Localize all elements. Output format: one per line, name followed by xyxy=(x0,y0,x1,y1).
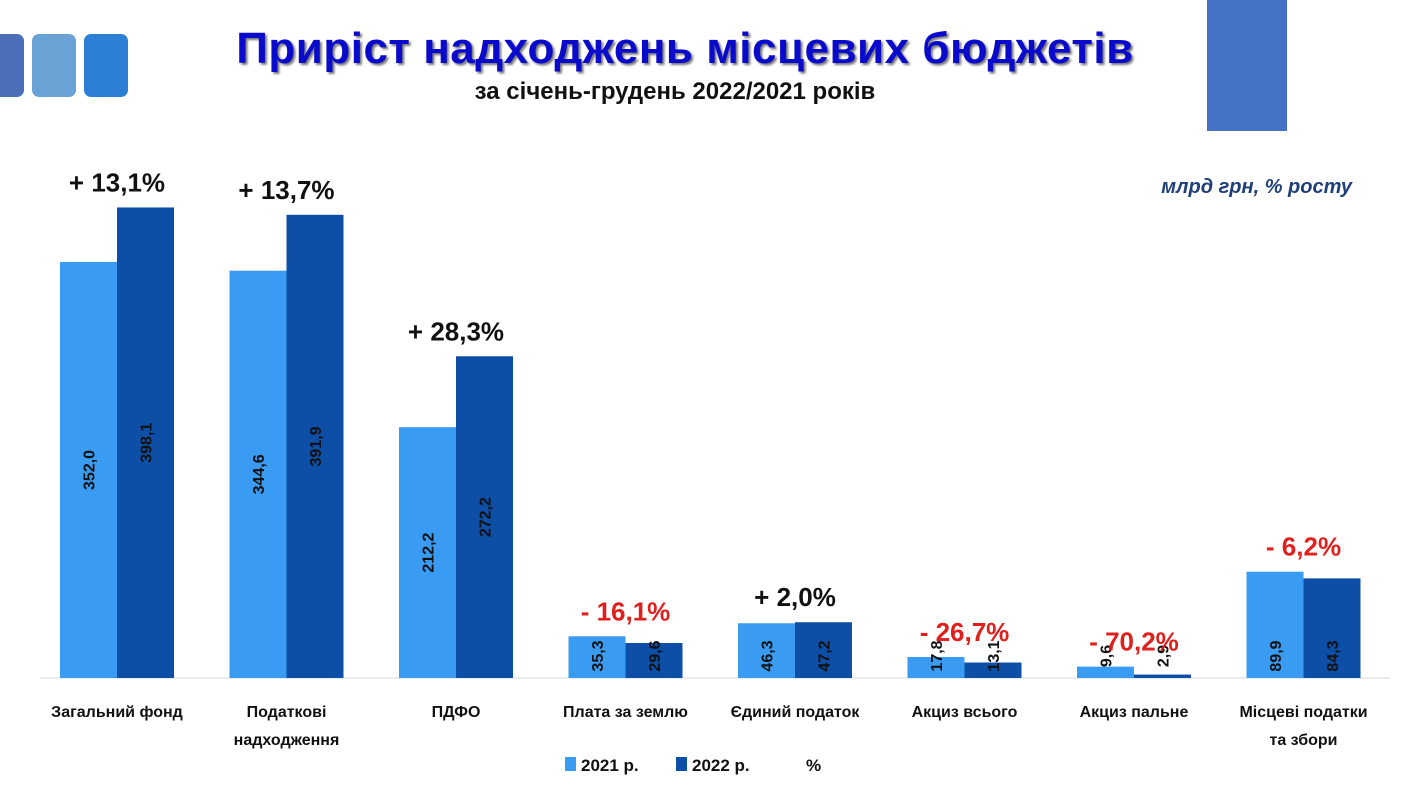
bar-2021 xyxy=(60,261,117,678)
bar-2021 xyxy=(1246,571,1304,678)
percent-label: - 26,7% xyxy=(920,617,1010,647)
decor-bar xyxy=(1207,0,1287,131)
category-label: Податкові xyxy=(247,704,327,721)
bar-value-label: 391,9 xyxy=(308,426,325,466)
legend-label: 2021 р. xyxy=(581,756,639,775)
bar-2021 xyxy=(1077,666,1134,678)
category-label: ПДФО xyxy=(432,704,481,721)
category-label: Плата за землю xyxy=(563,704,688,721)
bar-value-label: 2,9 xyxy=(1156,645,1173,667)
legend-swatch xyxy=(565,757,576,771)
decor-square-2 xyxy=(32,34,76,97)
category-label: Акциз всього xyxy=(912,704,1018,721)
bar-2022 xyxy=(964,662,1022,678)
bar-value-label: 398,1 xyxy=(139,423,156,463)
legend-swatch xyxy=(676,757,687,771)
bar-value-label: 29,6 xyxy=(647,640,664,671)
bar-2022 xyxy=(1303,578,1361,678)
bar-2021 xyxy=(907,656,965,678)
bar-value-label: 9,6 xyxy=(1099,645,1116,667)
decor-square-1 xyxy=(0,34,24,97)
bar-value-label: 35,3 xyxy=(590,640,607,671)
bar-value-label: 212,2 xyxy=(421,532,438,572)
category-label: Єдиний податок xyxy=(731,704,861,721)
legend-label-percent: % xyxy=(806,756,821,775)
category-label: Акциз пальне xyxy=(1080,704,1189,721)
chart-subtitle: за січень-грудень 2022/2021 років xyxy=(474,78,876,105)
bar-2022 xyxy=(286,214,344,678)
percent-label: - 16,1% xyxy=(581,596,671,626)
percent-label: + 13,7% xyxy=(238,175,334,205)
category-label: та збори xyxy=(1270,732,1338,749)
bar-2021 xyxy=(568,636,626,678)
category-label: Місцеві податки xyxy=(1239,704,1367,721)
bar-2022 xyxy=(117,207,174,678)
bar-value-label: 17,8 xyxy=(929,640,946,671)
decor-square-3 xyxy=(84,34,128,97)
percent-label: + 28,3% xyxy=(408,316,504,346)
bar-value-label: 272,2 xyxy=(478,497,495,537)
bar-value-label: 46,3 xyxy=(760,640,777,671)
percent-label: - 6,2% xyxy=(1266,532,1341,562)
bar-value-label: 84,3 xyxy=(1325,640,1342,671)
bar-value-label: 352,0 xyxy=(82,450,99,490)
percent-label: - 70,2% xyxy=(1089,627,1179,657)
bar-2022 xyxy=(456,356,513,678)
bar-value-label: 89,9 xyxy=(1268,640,1285,671)
units-label: млрд грн, % росту xyxy=(1161,176,1352,198)
legend-label: 2022 р. xyxy=(692,756,750,775)
bar-2022 xyxy=(1134,674,1191,678)
bar-2021 xyxy=(399,427,456,678)
bar-2021 xyxy=(738,623,795,678)
bar-2021 xyxy=(229,270,287,678)
category-label: надходження xyxy=(234,732,340,749)
bar-value-label: 13,1 xyxy=(986,640,1003,671)
percent-label: + 13,1% xyxy=(69,167,165,197)
bar-value-label: 47,2 xyxy=(817,640,834,671)
bar-value-label: 344,6 xyxy=(251,454,268,494)
category-label: Загальний фонд xyxy=(51,704,183,721)
percent-label: + 2,0% xyxy=(754,582,836,612)
bar-2022 xyxy=(625,643,683,678)
chart-title: Приріст надходжень місцевих бюджетів xyxy=(236,24,1134,73)
bar-2022 xyxy=(795,622,852,678)
